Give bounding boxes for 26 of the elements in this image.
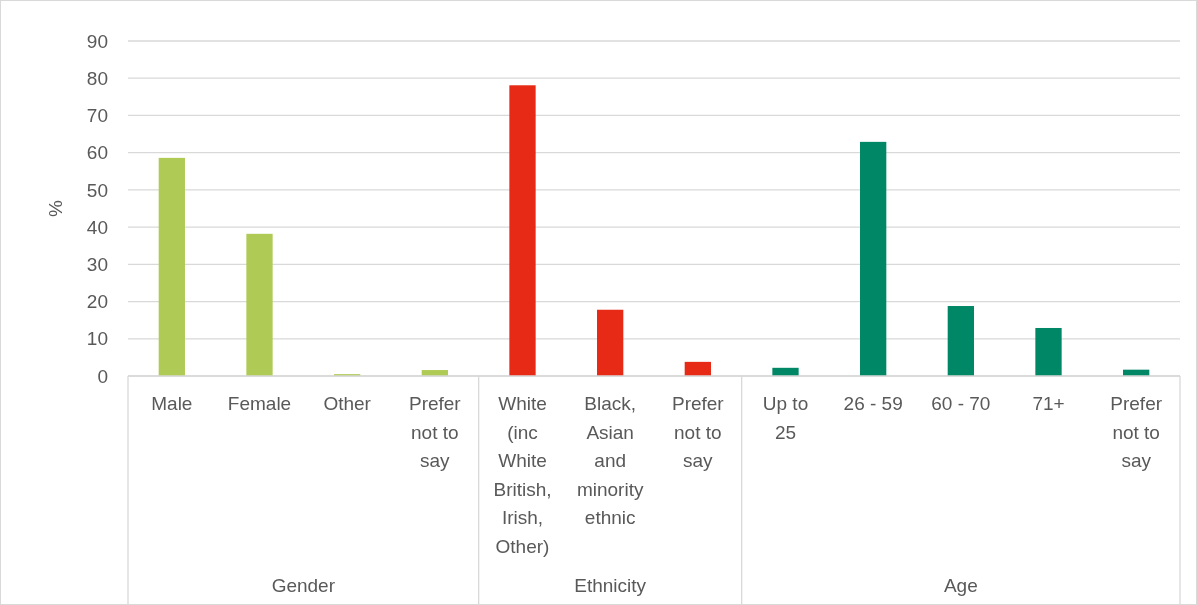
x-tick-label: White (inc White British, Irish, Other) [493, 393, 552, 557]
x-tick-label: Up to 25 [762, 393, 809, 443]
x-tick-label: Prefer not to say [1110, 393, 1163, 471]
x-tick-label: 26 - 59 [843, 393, 903, 414]
y-tick-label: 50 [86, 179, 108, 201]
y-tick-label: 70 [86, 105, 108, 127]
x-tick-label: Prefer not to say [408, 393, 462, 471]
x-tick-label: Male [151, 393, 193, 414]
y-tick-label: 80 [86, 67, 108, 89]
x-tick-label: Prefer not to say [671, 393, 725, 471]
x-tick-label: 60 - 70 [931, 393, 991, 414]
y-tick-label: 30 [86, 253, 108, 275]
y-tick-label: 20 [86, 291, 108, 313]
x-tick-label: Female [227, 393, 292, 414]
text: Ethnicity [574, 575, 647, 596]
y-tick-label: 90 [86, 30, 108, 52]
y-tick-label: 10 [86, 328, 108, 350]
x-tick-label: Black, Asian and minority ethnic [576, 393, 644, 528]
y-tick-label: 40 [86, 216, 108, 238]
x-tick-label: 71+ [1032, 393, 1065, 414]
text: Age [943, 575, 978, 596]
y-tick-label: 0 [97, 365, 108, 387]
x-tick-label: Other [323, 393, 372, 414]
y-tick-label: 60 [86, 142, 108, 164]
y-axis-title: % [45, 199, 66, 217]
text: Gender [271, 575, 336, 596]
